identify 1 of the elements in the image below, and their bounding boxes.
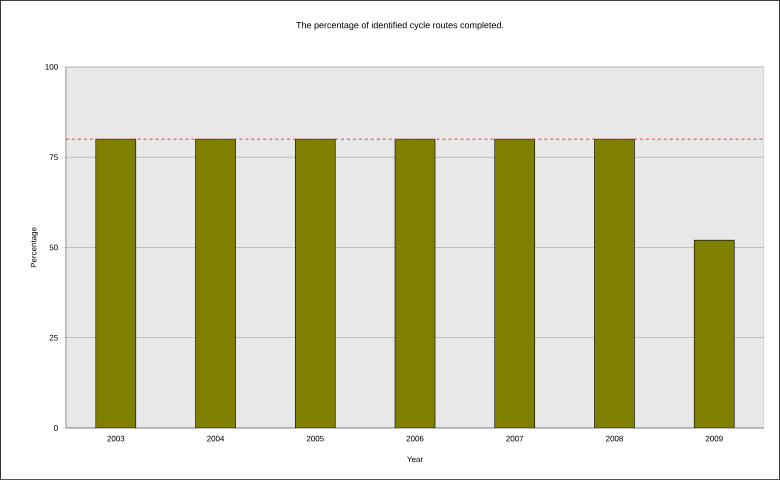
chart-title: The percentage of identified cycle routes completed. [296,22,504,30]
